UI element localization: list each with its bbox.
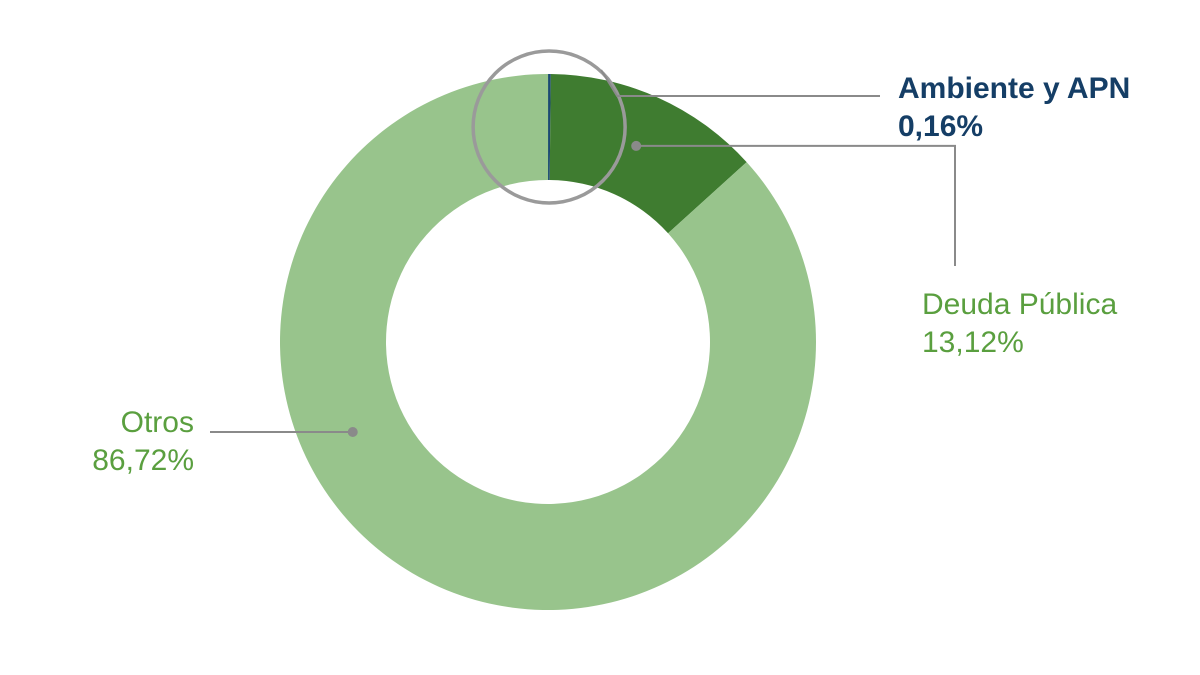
highlight-ring [471,49,627,205]
label-ambiente-name: Ambiente y APN [898,72,1131,105]
label-otros-name: Otros [120,406,194,439]
label-otros-value: 86,72% [92,444,194,477]
donut-slices [280,74,816,610]
slice-otros [280,74,816,610]
label-deuda-publica: Deuda Pública 13,12% [922,286,1117,362]
label-deuda-value: 13,12% [922,326,1024,359]
label-deuda-name: Deuda Pública [922,288,1118,321]
leader-ambiente [600,69,880,97]
label-ambiente-apn: Ambiente y APN 0,16% [898,70,1130,146]
leader-deuda [636,144,956,266]
label-ambiente-value: 0,16% [898,110,984,143]
label-otros: Otros 86,72% [60,404,194,480]
slice-deuda [549,74,747,234]
leader-lines [210,49,956,437]
slice-ambiente [548,74,551,181]
